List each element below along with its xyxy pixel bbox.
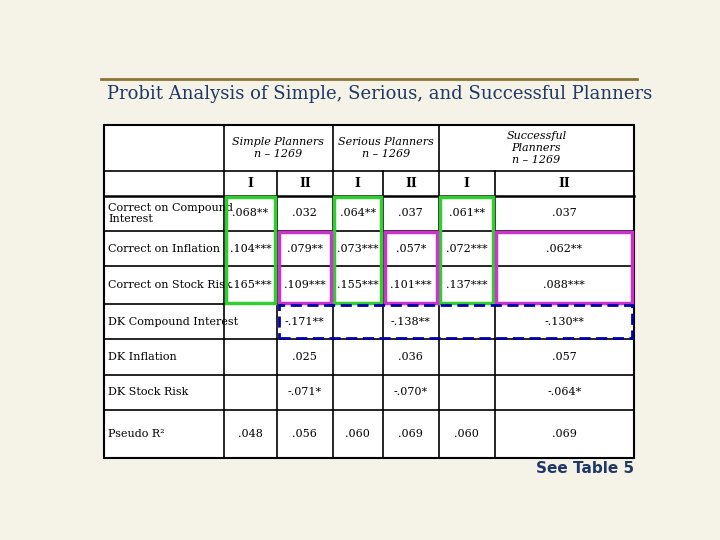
Text: Correct on Stock Risk: Correct on Stock Risk — [109, 280, 232, 290]
Text: .069: .069 — [552, 429, 577, 439]
Text: .072***: .072*** — [446, 244, 487, 254]
Text: .104***: .104*** — [230, 244, 271, 254]
Text: Pseudo R²: Pseudo R² — [109, 429, 165, 439]
Text: Correct on Compound
Interest: Correct on Compound Interest — [109, 202, 233, 224]
Text: .057: .057 — [552, 352, 577, 362]
Text: .068**: .068** — [233, 208, 269, 219]
Text: .060: .060 — [346, 429, 370, 439]
Text: Correct on Inflation: Correct on Inflation — [109, 244, 220, 254]
Text: II: II — [405, 177, 417, 190]
Text: .101***: .101*** — [390, 280, 432, 290]
Text: .057*: .057* — [396, 244, 426, 254]
Text: DK Stock Risk: DK Stock Risk — [109, 387, 189, 397]
Text: .037: .037 — [552, 208, 577, 219]
Text: -.130**: -.130** — [544, 316, 584, 327]
Text: .048: .048 — [238, 429, 263, 439]
Text: -.171**: -.171** — [285, 316, 325, 327]
Text: I: I — [355, 177, 361, 190]
Text: .137***: .137*** — [446, 280, 487, 290]
Text: -.070*: -.070* — [394, 387, 428, 397]
Text: .062**: .062** — [546, 244, 582, 254]
Text: .061**: .061** — [449, 208, 485, 219]
Text: .060: .060 — [454, 429, 479, 439]
Text: Simple Planners
n – 1269: Simple Planners n – 1269 — [233, 137, 324, 159]
Text: .073***: .073*** — [337, 244, 379, 254]
Text: DK Compound Interest: DK Compound Interest — [109, 316, 238, 327]
Text: Successful
Planners
n – 1269: Successful Planners n – 1269 — [506, 131, 567, 165]
Text: .088***: .088*** — [544, 280, 585, 290]
Text: See Table 5: See Table 5 — [536, 462, 634, 476]
Text: .032: .032 — [292, 208, 318, 219]
Text: -.071*: -.071* — [288, 387, 322, 397]
Text: .025: .025 — [292, 352, 318, 362]
Text: -.064*: -.064* — [547, 387, 582, 397]
Text: .069: .069 — [398, 429, 423, 439]
Text: I: I — [464, 177, 469, 190]
Text: DK Inflation: DK Inflation — [109, 352, 177, 362]
Text: .064**: .064** — [340, 208, 376, 219]
Text: .037: .037 — [398, 208, 423, 219]
Text: .079**: .079** — [287, 244, 323, 254]
Text: .056: .056 — [292, 429, 318, 439]
Text: .155***: .155*** — [337, 280, 379, 290]
Text: I: I — [248, 177, 253, 190]
Text: Probit Analysis of Simple, Serious, and Successful Planners: Probit Analysis of Simple, Serious, and … — [107, 85, 652, 103]
Text: .036: .036 — [398, 352, 423, 362]
Text: II: II — [299, 177, 311, 190]
Text: Serious Planners
n – 1269: Serious Planners n – 1269 — [338, 137, 433, 159]
Text: .165***: .165*** — [230, 280, 271, 290]
Bar — [104, 125, 634, 458]
Text: .109***: .109*** — [284, 280, 325, 290]
Text: -.138**: -.138** — [391, 316, 431, 327]
Text: II: II — [559, 177, 570, 190]
